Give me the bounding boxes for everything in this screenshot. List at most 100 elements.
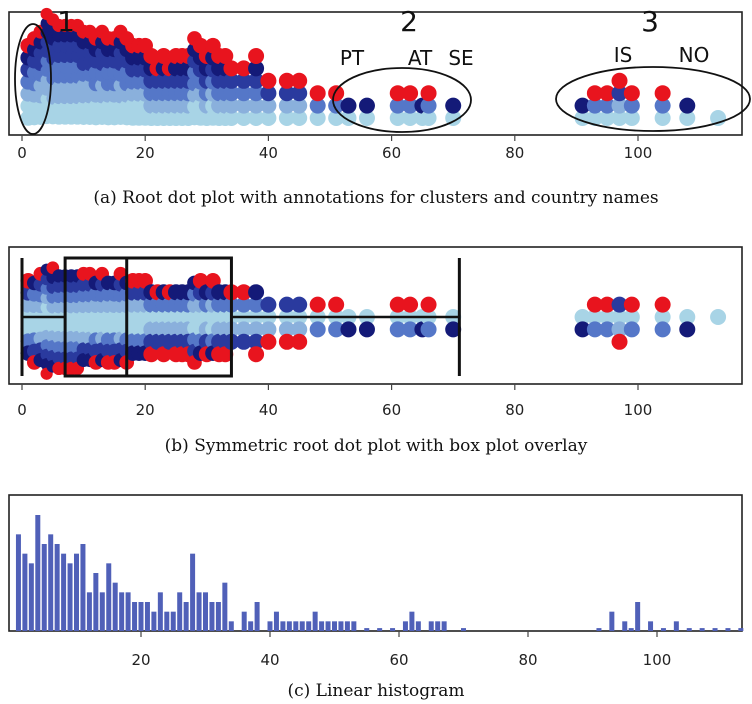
dot-a-51-2	[611, 85, 628, 102]
dot-a-49-1	[586, 97, 603, 114]
dot-a-50-0	[599, 110, 616, 126]
hist-bar-8	[67, 563, 73, 631]
dot-a-38-1	[291, 97, 308, 114]
hist-bar-9	[74, 553, 79, 631]
dot-a-46-1	[420, 97, 437, 114]
hist-bar-34	[241, 611, 247, 631]
box-iqr	[63, 256, 233, 378]
hist-bar-48	[338, 621, 344, 631]
dot-b-36-2	[260, 296, 277, 313]
dot-a-37-1	[278, 97, 295, 114]
hist-bar-65	[635, 602, 641, 631]
cluster-1-label: 1	[57, 5, 75, 38]
hist-bar-69	[686, 628, 692, 631]
hist-bar-20	[144, 602, 150, 631]
dot-a-33-4	[223, 60, 240, 77]
dot-b-51-2	[611, 296, 628, 313]
hist-bar-55	[409, 611, 415, 631]
hist-bar-22	[157, 592, 163, 631]
dot-b-53-1	[654, 321, 671, 338]
country-label-is: IS	[614, 43, 633, 67]
hist-bar-33	[228, 621, 234, 631]
dot-a-34-1	[235, 97, 252, 114]
hist-bar-73	[738, 628, 744, 631]
dot-b-49-2	[586, 296, 603, 313]
dot-a-43-0	[389, 110, 406, 126]
hist-bar-2	[28, 563, 34, 631]
dot-b-37-2	[278, 296, 295, 313]
hist-bar-29	[203, 592, 208, 631]
dot-b-36-3	[260, 333, 277, 350]
dot-a-49-0	[586, 110, 603, 126]
dot-b-52-1	[623, 321, 640, 338]
dot-a-44-2	[402, 85, 419, 102]
hist-bar-15	[112, 582, 118, 631]
hist-bar-35	[248, 621, 254, 631]
dot-a-20-5	[143, 48, 160, 64]
dot-b-22-5	[155, 346, 172, 363]
dot-b-42-1	[358, 321, 375, 338]
dot-b-34-1	[235, 321, 252, 338]
dot-a-54-1	[679, 97, 696, 114]
hist-bar-26	[183, 602, 189, 631]
hist-bar-3	[35, 515, 41, 631]
hist-tick-label-2: 60	[389, 651, 408, 669]
hist-bar-0	[15, 534, 21, 631]
hist-bar-10	[80, 544, 86, 631]
dot-b-46-1	[420, 321, 437, 338]
dot-b-38-3	[291, 333, 308, 350]
cluster-2-label: 2	[400, 5, 418, 38]
hist-bar-28	[196, 592, 202, 631]
dot-b-54-1	[679, 321, 696, 338]
hist-bar-46	[325, 621, 331, 631]
hist-bar-38	[273, 611, 279, 631]
dot-a-47-0	[445, 110, 462, 126]
hist-bar-42	[299, 621, 305, 631]
dot-b-53-0	[654, 309, 671, 325]
dot-b-38-2	[291, 296, 308, 313]
hist-bar-66	[648, 621, 654, 631]
dot-b-53-2	[654, 296, 671, 313]
hist-bar-37	[267, 621, 273, 631]
dot-b-47-1	[445, 321, 462, 338]
hist-bar-12	[93, 573, 99, 631]
ticks-b-label-0: 0	[17, 401, 27, 419]
hist-bar-31	[215, 602, 221, 631]
dot-a-35-2	[248, 85, 265, 102]
hist-bar-27	[190, 553, 196, 631]
dot-a-36-0	[260, 110, 277, 126]
hist-bar-17	[125, 592, 131, 631]
dot-b-49-0	[586, 309, 603, 325]
ticks-b-label-4: 80	[505, 401, 524, 419]
panel-b-caption: (b) Symmetric root dot plot with box plo…	[165, 436, 588, 456]
dot-a-43-1	[389, 97, 406, 114]
dot-a-35-3	[248, 72, 265, 89]
dot-a-36-1	[260, 97, 277, 114]
dot-a-46-2	[420, 85, 437, 102]
dot-a-33-1	[223, 97, 240, 114]
dot-a-35-1	[248, 97, 265, 114]
dot-b-34-4	[235, 284, 252, 301]
dot-a-35-4	[248, 60, 265, 77]
dot-a-33-2	[223, 85, 240, 102]
dot-a-37-2	[278, 85, 295, 102]
dot-b-54-0	[679, 309, 696, 325]
panel-a-dot-plot	[20, 7, 727, 126]
dot-b-35-5	[248, 346, 265, 363]
dot-b-34-2	[235, 296, 252, 313]
dot-b-34-3	[235, 333, 252, 350]
hist-bar-60	[461, 628, 466, 631]
dot-a-52-0	[623, 110, 640, 126]
hist-bar-50	[351, 621, 357, 631]
dot-b-35-1	[248, 321, 265, 338]
panel-a-caption: (a) Root dot plot with annotations for c…	[93, 188, 658, 208]
hist-bar-7	[61, 553, 67, 631]
cluster-2-ellipse	[332, 67, 472, 133]
dot-a-40-1	[328, 97, 345, 114]
dot-a-38-3	[291, 72, 308, 89]
hist-bar-59	[441, 621, 447, 631]
ticks-a-label-0: 0	[17, 144, 27, 162]
hist-bar-70	[699, 628, 705, 631]
dot-a-43-2	[389, 85, 406, 102]
dot-a-41-1	[340, 97, 357, 114]
